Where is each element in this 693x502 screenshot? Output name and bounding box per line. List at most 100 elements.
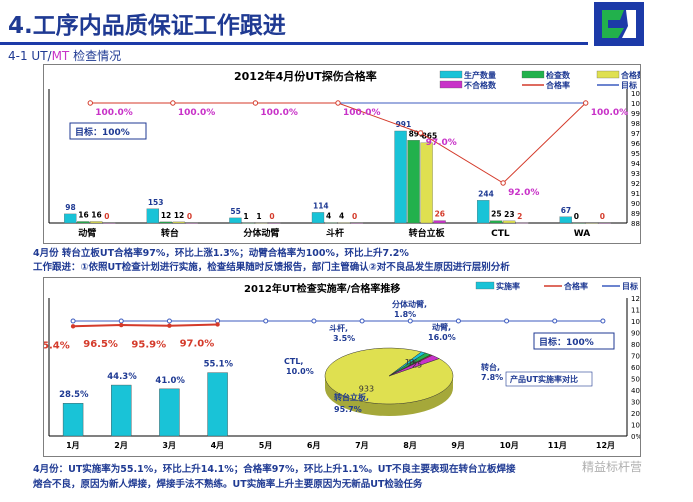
chart1-rate-label: 100.0% xyxy=(95,108,132,118)
chart2-y2tick: 30% xyxy=(631,399,640,407)
chart1-xtick: 转台 xyxy=(161,227,179,239)
chart2-xtick: 7月 xyxy=(355,441,369,450)
chart1-rate-label: 97.0% xyxy=(426,138,457,148)
chart1-bar xyxy=(146,208,160,224)
pie-slice-value: 4 xyxy=(410,359,415,368)
chart1-legend-item: 目标 xyxy=(621,80,637,90)
chart1-bar xyxy=(90,221,103,224)
chart2-target-point xyxy=(455,318,461,324)
chart1-bar xyxy=(407,140,420,224)
chart2-y2tick: 10% xyxy=(631,422,640,430)
chart1-y2tick: 97% xyxy=(631,130,640,138)
chart1-legend-swatch xyxy=(439,70,463,79)
chart1-bar-label: 16 xyxy=(91,211,101,220)
chart2-target-label: 目标：100% xyxy=(539,336,594,348)
chart2-legend-swatch xyxy=(475,281,495,290)
pie-label-name: CTL, xyxy=(284,357,303,366)
ut-pass-rate-chart: 2012年4月份UT探伤合格率0200400600800100012001400… xyxy=(4,64,651,244)
pie-slice-value: 16 xyxy=(408,359,418,368)
chart1-bar-label: 23 xyxy=(504,210,514,219)
chart2-impl-label: 28.5% xyxy=(59,390,89,400)
chart1-bar-label: 865 xyxy=(422,132,438,141)
chart1-bar xyxy=(324,222,338,224)
pie-slice xyxy=(324,347,454,405)
chart2-target-point xyxy=(552,318,558,324)
chart1-bar xyxy=(489,220,503,224)
chart2-impl-bar xyxy=(62,403,84,437)
chart1-bar-label: 12 xyxy=(174,211,184,220)
chart1-y2tick: 98% xyxy=(631,120,640,128)
ut-trend-svg: 2012年UT检查实施率/合格率推移 0% 10% 20% 30% 40% 50% 60% 70… xyxy=(10,281,651,450)
chart1-bar xyxy=(515,222,529,224)
chart2-pass-point xyxy=(215,322,220,327)
chart2-target-point xyxy=(407,318,413,324)
chart2-pass-point xyxy=(167,323,172,328)
chart1-y2tick: 91% xyxy=(631,190,640,198)
chart1-y2tick: 90% xyxy=(631,200,640,208)
chart1-rate-line xyxy=(90,102,587,184)
chart2-target-point xyxy=(311,318,317,324)
chart1-y2tick: 101% xyxy=(631,90,640,98)
chart1-bar-label: 25 xyxy=(491,210,501,219)
company-logo xyxy=(594,2,644,46)
chart2-xtick: 2月 xyxy=(114,441,128,450)
chart1-bar xyxy=(420,142,433,224)
pie-slice xyxy=(388,355,440,377)
chart2-y2tick: 60% xyxy=(631,364,640,372)
chart1-note-2: 工作跟进：①依照UT检查计划进行实施，检查结果随时反馈报告，部门主管确认②对不良… xyxy=(33,262,510,273)
chart1-bar-label: 67 xyxy=(561,206,571,215)
chart2-y2tick: 120% xyxy=(631,295,640,303)
chart1-legend-swatch xyxy=(521,70,545,79)
chart1-note-1: 4月份 转台立板UT合格率97%，环比上涨1.3%；动臂合格率为100%，环比上… xyxy=(33,248,409,259)
chart2-impl-bar xyxy=(159,388,180,437)
pie-label-pct: 3.5% xyxy=(333,334,355,343)
chart1-rate-label: 100.0% xyxy=(591,108,629,118)
title-rule xyxy=(0,42,588,45)
chart2-xtick: 11月 xyxy=(548,441,567,450)
chart1-bar xyxy=(350,222,364,224)
chart2-pass-line xyxy=(73,323,218,328)
page-title: 4.工序内品质保证工作跟进 xyxy=(8,13,286,39)
pie-caption: 产品UT实施率对比 xyxy=(510,374,578,384)
chart1-bar-label: 0 xyxy=(574,212,579,221)
chart2-target-box xyxy=(533,332,615,350)
chart2-y2tick: 70% xyxy=(631,353,640,361)
chart1-bar-label: 244 xyxy=(478,189,494,198)
chart2-impl-label: 44.3% xyxy=(107,372,137,382)
chart1-bar xyxy=(598,222,611,224)
chart2-note-1: 4月份：UT实施率为55.1%，环比上升14.1%；合格率97%，环比上升1.1… xyxy=(33,464,516,475)
subtitle-mt: MT xyxy=(51,49,70,63)
chart1-rate-label: 100.0% xyxy=(178,108,216,118)
chart1-bar xyxy=(103,222,116,224)
chart1-bar xyxy=(64,213,77,224)
chart1-bar-label: 98 xyxy=(65,203,75,212)
pie-slice-value: 12 xyxy=(405,358,415,367)
chart2-target-point xyxy=(263,318,269,324)
chart2-xtick: 6月 xyxy=(307,441,321,450)
ut-trend-chart: 2012年UT检查实施率/合格率推移 0% 10% 20% 30% 40% 50% 60% 70… xyxy=(10,277,651,457)
chart2-impl-bar xyxy=(207,372,228,437)
chart1-rate-label: 100.0% xyxy=(343,108,381,118)
chart1-rate-point xyxy=(500,180,506,186)
ut-pass-rate-svg: 2012年4月份UT探伤合格率0200400600800100012001400… xyxy=(4,69,651,239)
pie-label-name: 动臂, xyxy=(432,322,451,332)
chart2-y2tick: 90% xyxy=(631,330,640,338)
chart2-target-point xyxy=(166,318,172,324)
chart1-bar-label: 26 xyxy=(435,210,445,219)
chart2-y2tick: 100% xyxy=(631,318,640,326)
chart1-bar xyxy=(172,221,186,224)
chart1-bar xyxy=(268,222,281,224)
chart2-pass-point xyxy=(119,322,124,328)
chart2-pass-label: 95.9% xyxy=(131,340,166,351)
chart1-xtick: WA xyxy=(574,229,591,239)
chart2-target-point xyxy=(504,318,510,324)
chart1-xtick: 转台立板 xyxy=(409,227,446,239)
chart1-legend-item: 合格数 xyxy=(620,70,640,80)
chart1-bar xyxy=(229,217,242,224)
chart2-y2tick: 80% xyxy=(631,341,640,349)
chart1-y2tick: 100% xyxy=(631,100,640,108)
chart2-xtick: 12月 xyxy=(596,441,615,450)
chart2-xtick: 3月 xyxy=(162,441,176,450)
chart1-rate-point xyxy=(417,130,424,136)
chart2-y2tick: 40% xyxy=(631,387,640,395)
